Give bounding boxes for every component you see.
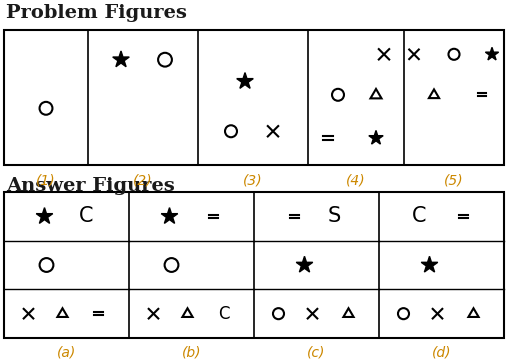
Text: (1): (1) xyxy=(36,174,56,188)
Polygon shape xyxy=(161,208,178,223)
Text: C: C xyxy=(412,206,427,226)
Polygon shape xyxy=(486,48,499,60)
Text: (d): (d) xyxy=(432,345,451,359)
Text: C: C xyxy=(79,206,94,226)
Polygon shape xyxy=(237,73,253,88)
Text: (a): (a) xyxy=(57,345,76,359)
Text: (2): (2) xyxy=(133,174,153,188)
Text: S: S xyxy=(328,206,341,226)
Text: Problem Figures: Problem Figures xyxy=(6,4,187,22)
Polygon shape xyxy=(369,130,383,144)
Text: Answer Figures: Answer Figures xyxy=(6,177,175,195)
Text: (b): (b) xyxy=(182,345,201,359)
Text: (5): (5) xyxy=(444,174,464,188)
Polygon shape xyxy=(296,256,313,272)
Text: (c): (c) xyxy=(307,345,326,359)
Bar xyxy=(4,192,504,338)
Polygon shape xyxy=(112,51,129,67)
Polygon shape xyxy=(36,208,53,223)
Text: C: C xyxy=(218,305,229,323)
Text: (4): (4) xyxy=(346,174,366,188)
Text: (3): (3) xyxy=(243,174,263,188)
Bar xyxy=(4,30,504,165)
Polygon shape xyxy=(421,256,438,272)
